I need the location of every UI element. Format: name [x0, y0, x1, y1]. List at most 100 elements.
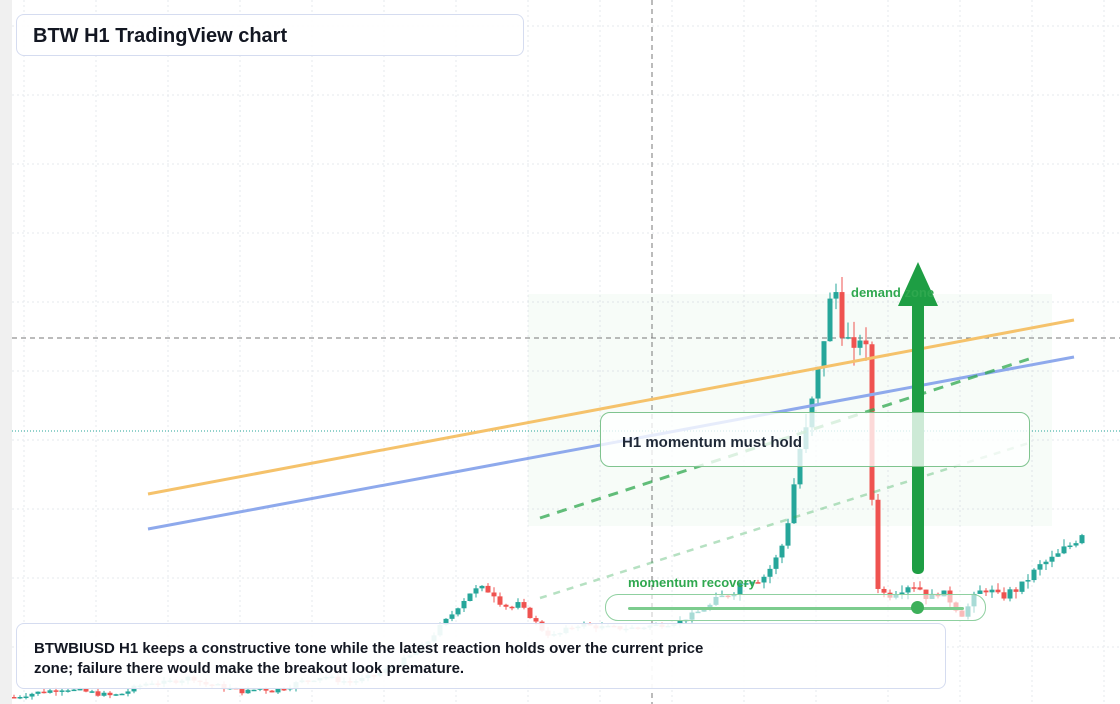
title-panel: BTW H1 TradingView chart — [16, 14, 524, 56]
candle-up — [785, 523, 791, 546]
candle-down — [485, 585, 491, 593]
candle-down — [269, 690, 275, 693]
candle-up — [101, 692, 107, 696]
candle-down — [875, 499, 881, 589]
candle-up — [455, 608, 461, 615]
candle-down — [521, 602, 527, 608]
candle-up — [989, 589, 995, 593]
candle-down — [239, 688, 245, 694]
description-panel: BTWBIUSD H1 keeps a constructive tone wh… — [16, 623, 946, 689]
candle-down — [503, 604, 509, 607]
candle-up — [443, 618, 449, 625]
candle-down — [95, 691, 101, 696]
candle-up — [821, 341, 827, 368]
candle-up — [1055, 553, 1061, 557]
candle-up — [857, 340, 863, 348]
candle-up — [515, 602, 521, 608]
candle-up — [1049, 556, 1055, 562]
candle-up — [35, 691, 41, 694]
candle-up — [23, 696, 29, 699]
momentum-note-text: H1 momentum must hold — [622, 434, 803, 451]
candle-down — [41, 691, 47, 694]
candle-up — [479, 585, 485, 589]
candle-down — [491, 592, 497, 597]
candle-up — [47, 690, 53, 693]
candle-up — [779, 545, 785, 558]
candle-up — [1067, 545, 1073, 548]
candle-up — [119, 693, 125, 696]
candle-down — [11, 697, 17, 699]
candle-up — [773, 557, 779, 569]
description-text: BTWBIUSD H1 keeps a constructive tone wh… — [34, 640, 704, 677]
slider-knob[interactable] — [910, 601, 924, 614]
chart-grid — [12, 0, 1120, 704]
candle-up — [65, 690, 71, 692]
candle-up — [845, 337, 851, 339]
candle-up — [71, 689, 77, 692]
candle-down — [83, 688, 89, 692]
candle-up — [833, 292, 839, 299]
candle-down — [527, 607, 533, 619]
demand-zone-label: demand zone — [851, 285, 935, 300]
candle-up — [749, 582, 755, 584]
candle-up — [251, 689, 257, 692]
candle-up — [899, 592, 905, 595]
candle-up — [1061, 546, 1067, 554]
candle-up — [1037, 564, 1043, 570]
candle-up — [1007, 589, 1013, 599]
candle-up — [473, 588, 479, 594]
candle-up — [761, 576, 767, 583]
candle-up — [113, 694, 119, 696]
candle-down — [263, 688, 269, 691]
candle-up — [791, 484, 797, 524]
candle-up — [1043, 561, 1049, 565]
candle-up — [905, 587, 911, 593]
candle-down — [1013, 589, 1019, 592]
candle-up — [29, 693, 35, 697]
candle-down — [497, 596, 503, 605]
candle-up — [245, 689, 251, 694]
candle-up — [1079, 535, 1085, 544]
candle-up — [275, 688, 281, 693]
candle-down — [911, 587, 917, 589]
candle-up — [1019, 581, 1025, 592]
candle-down — [863, 340, 869, 345]
slider-track — [628, 607, 964, 610]
candle-up — [125, 691, 131, 694]
candle-down — [995, 589, 1001, 593]
left-toolbar-rail — [0, 0, 12, 704]
candle-up — [59, 690, 65, 692]
candle-down — [917, 587, 923, 590]
candle-down — [509, 606, 515, 609]
candle-up — [1025, 580, 1031, 582]
candle-up — [677, 620, 683, 625]
candle-down — [281, 688, 287, 691]
candle-down — [983, 590, 989, 593]
momentum-recovery-slider[interactable] — [605, 594, 986, 621]
candle-down — [881, 588, 887, 593]
candle-up — [1073, 543, 1079, 546]
candle-down — [839, 292, 845, 338]
candle-down — [1001, 592, 1007, 599]
candle-up — [17, 696, 23, 699]
candle-up — [815, 367, 821, 399]
candle-up — [77, 688, 83, 691]
recovery-dashed-line — [539, 440, 1033, 600]
candle-up — [467, 593, 473, 601]
candle-down — [107, 692, 113, 696]
candle-down — [533, 618, 539, 622]
candle-up — [743, 583, 749, 585]
candle-up — [737, 583, 743, 594]
candle-up — [977, 590, 983, 594]
momentum-recovery-label: momentum recovery — [628, 575, 756, 590]
candle-up — [827, 298, 833, 342]
candle-up — [941, 590, 947, 597]
page-title: BTW H1 TradingView chart — [33, 25, 288, 47]
candle-up — [1031, 569, 1037, 581]
candle-up — [461, 600, 467, 609]
candle-down — [755, 582, 761, 584]
candle-down — [53, 690, 59, 692]
momentum-note-panel: H1 momentum must hold — [600, 412, 1030, 467]
candle-up — [89, 691, 95, 693]
candle-up — [449, 614, 455, 619]
